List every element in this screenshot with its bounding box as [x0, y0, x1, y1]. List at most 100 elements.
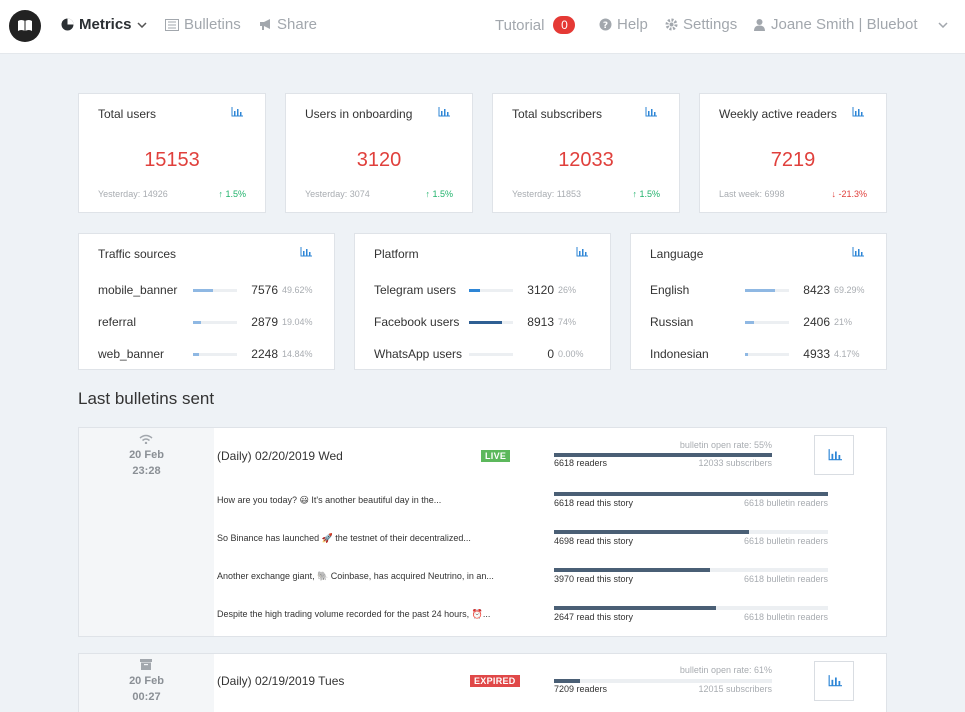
- row-bar: [469, 352, 513, 356]
- row-percent: 14.84%: [282, 349, 313, 359]
- bulletin-date: 20 Feb: [129, 449, 164, 461]
- bulletin-date-panel: 20 Feb 23:28: [79, 428, 214, 636]
- bar-chart-icon: [828, 675, 842, 687]
- bar-chart-icon[interactable]: [300, 247, 312, 257]
- user-icon: [754, 19, 765, 31]
- language-card: Language English 8423 69.29% Russian 240…: [630, 233, 887, 370]
- bulletin-title[interactable]: (Daily) 02/19/2019 Tues: [217, 674, 345, 688]
- nav-bulletins[interactable]: Bulletins: [165, 16, 241, 33]
- stat-previous: Yesterday: 11853: [512, 189, 582, 199]
- bar-chart-icon[interactable]: [576, 247, 588, 257]
- bar-chart-icon[interactable]: [645, 107, 657, 117]
- breakdown-row: web_banner 2248 14.84%: [98, 346, 322, 362]
- newspaper-icon: [165, 18, 179, 31]
- row-label: Facebook users: [374, 315, 460, 329]
- story-bulletin-readers: 6618 bulletin readers: [743, 536, 828, 546]
- card-title: Traffic sources: [98, 247, 177, 261]
- stat-change: ↑ 1.5%: [632, 189, 660, 199]
- bar-chart-icon[interactable]: [438, 107, 450, 117]
- nav-help-label: Help: [617, 16, 648, 33]
- bulletin-date: 20 Feb: [129, 675, 164, 687]
- row-percent: 21%: [834, 317, 853, 327]
- story-bulletin-readers: 6618 bulletin readers: [743, 612, 828, 622]
- story-read-count: 4698 read this story: [554, 536, 634, 546]
- row-count: 3120: [527, 283, 554, 297]
- tutorial-count-badge: 0: [553, 16, 576, 34]
- row-count: 2248: [251, 347, 278, 361]
- readers-count: 6618 readers: [554, 458, 608, 468]
- stat-value: 7219: [770, 149, 816, 171]
- stat-previous: Yesterday: 3074: [305, 189, 370, 199]
- bulletin-title[interactable]: (Daily) 02/20/2019 Wed: [217, 449, 343, 463]
- bulletin-stats-button[interactable]: [814, 661, 854, 701]
- megaphone-icon: [260, 19, 270, 30]
- breakdown-row: Telegram users 3120 26%: [374, 282, 598, 298]
- row-percent: 4.17%: [834, 349, 860, 359]
- story-title[interactable]: Another exchange giant, 🐘 Coinbase, has …: [217, 571, 494, 581]
- stat-title: Users in onboarding: [305, 107, 413, 121]
- breakdown-row: WhatsApp users 0 0.00%: [374, 346, 598, 362]
- row-count: 0: [547, 347, 554, 361]
- subscribers-count: 12033 subscribers: [698, 458, 772, 468]
- user-name: Joane Smith | Bluebot: [771, 16, 918, 33]
- svg-text:?: ?: [603, 21, 608, 31]
- nav-help[interactable]: ? Help: [599, 16, 648, 33]
- bar-chart-icon[interactable]: [852, 107, 864, 117]
- row-label: Indonesian: [650, 347, 709, 361]
- row-label: mobile_banner: [98, 283, 178, 297]
- nav-metrics[interactable]: Metrics: [61, 16, 147, 33]
- app-logo[interactable]: [9, 10, 41, 42]
- row-count: 7576: [251, 283, 278, 297]
- breakdown-row: Russian 2406 21%: [650, 314, 874, 330]
- row-bar: [193, 352, 237, 356]
- bar-chart-icon[interactable]: [852, 247, 864, 257]
- row-percent: 49.62%: [282, 285, 313, 295]
- breakdown-row: referral 2879 19.04%: [98, 314, 322, 330]
- bulletin-stats-button[interactable]: [814, 435, 854, 475]
- row-label: WhatsApp users: [374, 347, 463, 361]
- nav-settings[interactable]: Settings: [665, 16, 737, 33]
- readers-progress: [554, 453, 772, 457]
- story-progress: [554, 606, 828, 610]
- row-bar: [469, 288, 513, 292]
- stat-title: Total users: [98, 107, 157, 121]
- user-menu[interactable]: Joane Smith | Bluebot: [753, 16, 917, 33]
- nav-share[interactable]: Share: [259, 16, 317, 33]
- stat-title: Total subscribers: [512, 107, 603, 121]
- stat-card: Weekly active readers 7219 Last week: 69…: [699, 93, 887, 213]
- stat-footer: Yesterday: 3074 ↑ 1.5%: [305, 189, 453, 199]
- stat-footer: Last week: 6998 ↓ -21.3%: [719, 189, 867, 199]
- row-label: Russian: [650, 315, 694, 329]
- story-bulletin-readers: 6618 bulletin readers: [743, 498, 828, 508]
- stat-card: Users in onboarding 3120 Yesterday: 3074…: [285, 93, 473, 213]
- story-bulletin-readers: 6618 bulletin readers: [743, 574, 828, 584]
- card-title: Platform: [374, 247, 419, 261]
- section-title: Last bulletins sent: [78, 389, 215, 408]
- story-title[interactable]: Despite the high trading volume recorded…: [217, 609, 491, 619]
- row-count: 8423: [803, 283, 830, 297]
- chevron-down-icon[interactable]: [938, 22, 948, 28]
- story-progress: [554, 568, 828, 572]
- row-label: English: [650, 283, 690, 297]
- gear-icon: [665, 18, 678, 31]
- traffic-sources-card: Traffic sources mobile_banner 7576 49.62…: [78, 233, 335, 370]
- stat-value: 15153: [144, 149, 200, 171]
- story-title[interactable]: How are you today? 😃 It's another beauti…: [217, 495, 442, 505]
- stat-change: ↑ 1.5%: [218, 189, 246, 199]
- bulletin-card: 20 Feb 23:28 (Daily) 02/20/2019 Wed LIVE…: [78, 427, 887, 637]
- row-percent: 69.29%: [834, 285, 865, 295]
- story-title[interactable]: So Binance has launched 🚀 the testnet of…: [217, 533, 471, 543]
- story-read-count: 3970 read this story: [554, 574, 634, 584]
- breakdown-row: mobile_banner 7576 49.62%: [98, 282, 322, 298]
- bar-chart-icon[interactable]: [231, 107, 243, 117]
- bulletin-date-panel: 20 Feb 00:27: [79, 654, 214, 712]
- row-bar: [193, 320, 237, 324]
- book-icon: [18, 20, 32, 31]
- row-bar: [745, 320, 789, 324]
- story-progress: [554, 530, 828, 534]
- chevron-down-icon: [137, 21, 147, 28]
- stat-previous: Yesterday: 14926: [98, 189, 168, 199]
- nav-tutorial[interactable]: Tutorial 0: [495, 16, 576, 34]
- row-count: 4933: [803, 347, 830, 361]
- stat-footer: Yesterday: 14926 ↑ 1.5%: [98, 189, 246, 199]
